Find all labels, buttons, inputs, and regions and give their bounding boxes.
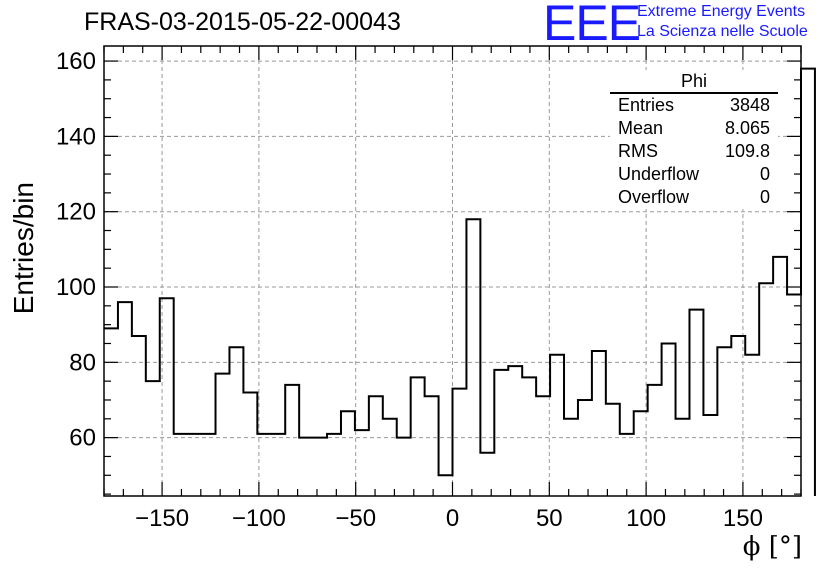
histogram-bin — [550, 355, 564, 496]
tick-labels: −150 −100 −50 0 50 100 150 60 80 100 120 140 160 — [56, 48, 763, 532]
histogram-bin — [299, 438, 313, 496]
histogram-steps — [104, 67, 816, 496]
histogram-bin — [369, 396, 383, 496]
histogram-bin — [383, 419, 397, 496]
y-axis-label-wrap: Entries/bin — [6, 182, 42, 314]
stats-value: 3848 — [729, 95, 770, 115]
histogram-bin — [703, 415, 717, 496]
histogram-bin — [188, 434, 202, 496]
x-axis-label: ϕ [°] — [742, 532, 802, 562]
histogram-bin — [494, 370, 508, 496]
histogram-bin — [480, 453, 494, 496]
histogram-bin — [453, 389, 467, 496]
x-tick-label: 150 — [723, 505, 763, 532]
histogram-bin — [104, 328, 118, 496]
stats-label: RMS — [618, 141, 658, 161]
y-tick-label: 140 — [56, 123, 96, 150]
stats-value: 8.065 — [724, 118, 770, 138]
stats-box: Phi Entries 3848 Mean 8.065 RMS 109.8 Underflo… — [610, 70, 778, 209]
histogram-bin — [285, 385, 299, 496]
histogram-bin — [118, 302, 132, 496]
histogram-bin — [536, 396, 550, 496]
histogram-bin — [160, 298, 174, 496]
histogram-bin — [202, 434, 216, 496]
histogram-bin — [606, 404, 620, 496]
x-tick-label: 50 — [536, 505, 563, 532]
logo-text-line1: Extreme Energy Events — [637, 3, 806, 20]
chart-title: FRAS-03-2015-05-22-00043 — [84, 8, 401, 36]
histogram-bin — [271, 434, 285, 496]
stats-row: Entries 3848 — [610, 94, 778, 117]
stats-label: Underflow — [618, 164, 700, 184]
stats-row: Overflow 0 — [610, 186, 778, 209]
histogram-bin — [578, 400, 592, 496]
x-tick-label: 0 — [446, 505, 459, 532]
y-tick-label: 120 — [56, 199, 96, 226]
y-tick-label: 100 — [56, 274, 96, 301]
axis-ticks — [103, 46, 802, 496]
stats-row: Underflow 0 — [610, 163, 778, 186]
x-tick-label: −50 — [335, 505, 376, 532]
histogram-bin — [731, 336, 745, 496]
histogram-bin — [355, 430, 369, 496]
histogram-bin — [397, 438, 411, 496]
stats-value: 109.8 — [724, 141, 770, 161]
stats-label: Mean — [618, 118, 664, 138]
histogram-bin — [411, 377, 425, 496]
stats-value: 0 — [759, 187, 770, 207]
histogram-bin — [564, 419, 578, 496]
histogram-bin — [341, 411, 355, 496]
y-tick-label: 160 — [56, 48, 96, 75]
histogram-bin — [466, 219, 480, 496]
histogram-bin — [132, 336, 146, 496]
histogram-bin — [759, 283, 773, 496]
eee-logo: EEE — [543, 0, 641, 51]
stats-value: 0 — [759, 164, 770, 184]
histogram-bin — [425, 396, 439, 496]
histogram-bin — [508, 366, 522, 496]
x-tick-label: 100 — [626, 505, 666, 532]
histogram-bin — [801, 69, 815, 496]
histogram-bin — [689, 310, 703, 496]
histogram-bin — [745, 355, 759, 496]
histogram-bin — [174, 434, 188, 496]
histogram-line — [104, 67, 816, 496]
x-tick-label: −100 — [232, 505, 286, 532]
y-tick-label: 60 — [69, 425, 96, 452]
y-tick-label: 80 — [69, 349, 96, 376]
histogram-bin — [216, 374, 230, 496]
histogram-bin — [522, 377, 536, 496]
stats-row: Mean 8.065 — [610, 117, 778, 140]
x-tick-label: −150 — [135, 505, 189, 532]
histogram-bin — [327, 434, 341, 496]
histogram-bin — [439, 475, 453, 496]
histogram-bin — [592, 351, 606, 496]
histogram-bin — [648, 385, 662, 496]
histogram-bin — [146, 381, 160, 496]
stats-label: Entries — [618, 95, 675, 115]
y-axis-label: Entries/bin — [8, 182, 39, 315]
histogram-bin — [676, 419, 690, 496]
histogram-bin — [717, 347, 731, 496]
histogram-bin — [229, 347, 243, 496]
histogram-bin — [620, 434, 634, 496]
histogram-bin — [773, 257, 787, 496]
stats-label: Overflow — [618, 187, 690, 207]
histogram-bin — [313, 438, 327, 496]
stats-title: Phi — [610, 70, 778, 94]
histogram-bin — [243, 392, 257, 496]
histogram-bin — [662, 343, 676, 496]
logo-text-line2: La Scienza nelle Scuole — [637, 23, 808, 40]
stats-row: RMS 109.8 — [610, 140, 778, 163]
